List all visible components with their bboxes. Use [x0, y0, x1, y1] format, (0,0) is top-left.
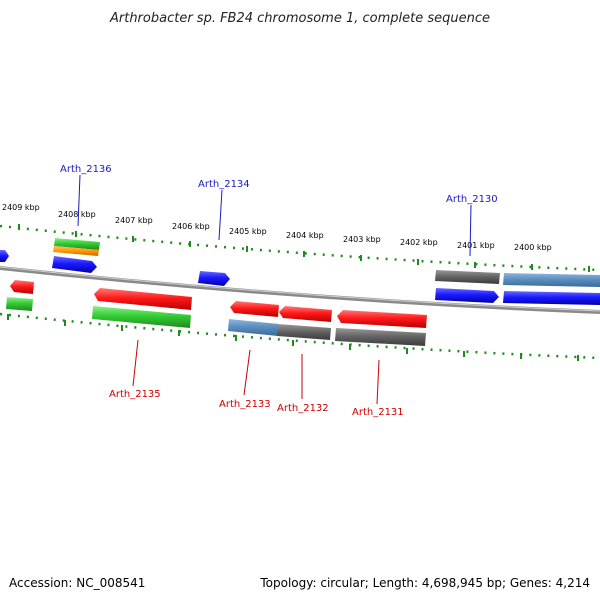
gene-feature[interactable] — [435, 288, 499, 303]
gene-feature[interactable] — [503, 291, 600, 305]
gene-feature[interactable] — [277, 324, 331, 340]
kbp-labels: 2409 kbp 2408 kbp 2407 kbp 2406 kbp 2405… — [2, 203, 552, 252]
gene-feature[interactable] — [94, 288, 192, 310]
kbp-label: 2402 kbp — [400, 238, 438, 247]
gene-feature[interactable] — [279, 306, 332, 322]
gene-label-arth-2130[interactable]: Arth_2130 — [446, 194, 498, 205]
minus-strand-genes — [6, 280, 427, 346]
kbp-label: 2405 kbp — [229, 227, 267, 236]
inner-tick-track — [0, 312, 600, 361]
topology-text: Topology: circular; Length: 4,698,945 bp… — [259, 576, 590, 590]
accession-text: Accession: NC_008541 — [9, 576, 145, 590]
chromosome-backbone — [0, 266, 600, 314]
gene-label-arth-2136[interactable]: Arth_2136 — [60, 164, 112, 175]
gene-label-arth-2131[interactable]: Arth_2131 — [352, 407, 404, 418]
map-title: Arthrobacter sp. FB24 chromosome 1, comp… — [109, 11, 490, 26]
gene-feature[interactable] — [228, 319, 279, 336]
gene-feature[interactable] — [0, 250, 9, 262]
bottom-gene-labels: Arth_2135 Arth_2133 Arth_2132 Arth_2131 — [109, 339, 404, 418]
gene-feature[interactable] — [6, 297, 33, 311]
gene-label-arth-2135[interactable]: Arth_2135 — [109, 389, 161, 400]
kbp-label: 2400 kbp — [514, 243, 552, 252]
gene-feature[interactable] — [10, 280, 34, 294]
top-gene-labels: Arth_2136 Arth_2134 Arth_2130 — [60, 164, 498, 257]
kbp-label: 2409 kbp — [2, 203, 40, 212]
gene-feature[interactable] — [54, 238, 100, 250]
kbp-label: 2406 kbp — [172, 222, 210, 231]
kbp-label: 2404 kbp — [286, 231, 324, 240]
gene-label-arth-2132[interactable]: Arth_2132 — [277, 403, 329, 414]
kbp-label: 2403 kbp — [343, 235, 381, 244]
gene-feature[interactable] — [337, 310, 427, 328]
plus-strand-genes — [0, 238, 600, 305]
kbp-label: 2408 kbp — [58, 210, 96, 219]
kbp-label: 2407 kbp — [115, 216, 153, 225]
gene-feature[interactable] — [92, 306, 191, 328]
gene-feature[interactable] — [435, 270, 500, 284]
kbp-label: 2401 kbp — [457, 241, 495, 250]
gene-feature[interactable] — [230, 301, 279, 317]
gene-feature[interactable] — [198, 271, 230, 286]
gene-label-arth-2134[interactable]: Arth_2134 — [198, 179, 250, 190]
gene-feature[interactable] — [503, 273, 600, 287]
gene-label-arth-2133[interactable]: Arth_2133 — [219, 399, 271, 410]
outer-tick-track — [0, 224, 600, 272]
gene-feature[interactable] — [335, 328, 426, 346]
gene-feature[interactable] — [52, 256, 97, 273]
gene-feature[interactable] — [53, 246, 99, 256]
